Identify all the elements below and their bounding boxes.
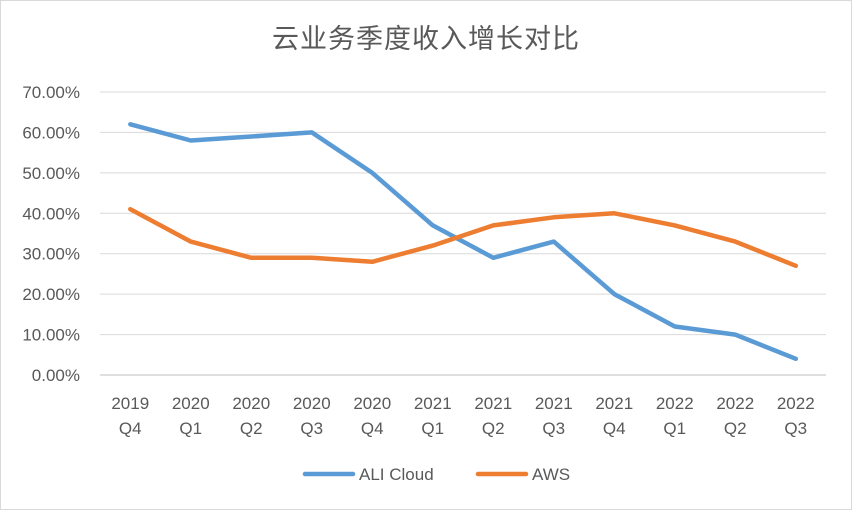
y-tick-label: 10.00% — [22, 326, 80, 345]
x-tick-label-year: 2020 — [232, 394, 270, 413]
x-tick-label-quarter: Q3 — [784, 419, 807, 438]
x-tick-label-quarter: Q2 — [482, 419, 505, 438]
x-tick-label-quarter: Q2 — [240, 419, 263, 438]
series-lines — [128, 122, 799, 362]
gridlines — [100, 91, 826, 376]
x-tick-label-year: 2022 — [656, 394, 694, 413]
x-tick-label-quarter: Q4 — [119, 419, 142, 438]
chart-title: 云业务季度收入增长对比 — [272, 24, 580, 55]
x-tick-label-year: 2020 — [172, 394, 210, 413]
x-axis-ticks: 2019 Q4 2020 Q1 2020 Q2 2020 Q3 2020 Q4 2021 Q1 2021… — [111, 394, 814, 438]
y-tick-label: 30.00% — [22, 245, 80, 264]
x-tick-label-quarter: Q3 — [300, 419, 323, 438]
series-line-1 — [128, 206, 799, 269]
legend-label: AWS — [532, 465, 570, 484]
x-tick-label-quarter: Q1 — [663, 419, 686, 438]
x-tick-label-quarter: Q2 — [724, 419, 747, 438]
x-tick-label-year: 2022 — [777, 394, 815, 413]
x-tick-label-year: 2021 — [595, 394, 633, 413]
series-line-0 — [128, 122, 799, 362]
x-tick-label-year: 2021 — [474, 394, 512, 413]
y-tick-label: 70.00% — [22, 83, 80, 102]
x-tick-label-quarter: Q1 — [179, 419, 202, 438]
y-tick-label: 20.00% — [22, 285, 80, 304]
y-tick-label: 50.00% — [22, 164, 80, 183]
x-tick-label-year: 2021 — [414, 394, 452, 413]
x-tick-label-quarter: Q4 — [361, 419, 384, 438]
y-axis-ticks: 0.00% 10.00% 20.00% 30.00% 40.00% 50.00% 60.00… — [22, 83, 80, 385]
y-tick-label: 40.00% — [22, 204, 80, 223]
x-tick-label-quarter: Q4 — [603, 419, 626, 438]
x-tick-label-year: 2020 — [353, 394, 391, 413]
x-tick-label-year: 2019 — [111, 394, 149, 413]
y-tick-label: 60.00% — [22, 123, 80, 142]
x-tick-label-year: 2021 — [535, 394, 573, 413]
x-tick-label-year: 2020 — [293, 394, 331, 413]
y-tick-label: 0.00% — [32, 366, 80, 385]
x-tick-label-quarter: Q1 — [421, 419, 444, 438]
legend-label: ALI Cloud — [359, 465, 434, 484]
x-tick-label-year: 2022 — [716, 394, 754, 413]
x-tick-label-quarter: Q3 — [542, 419, 565, 438]
legend: ALI Cloud AWS — [302, 465, 570, 484]
